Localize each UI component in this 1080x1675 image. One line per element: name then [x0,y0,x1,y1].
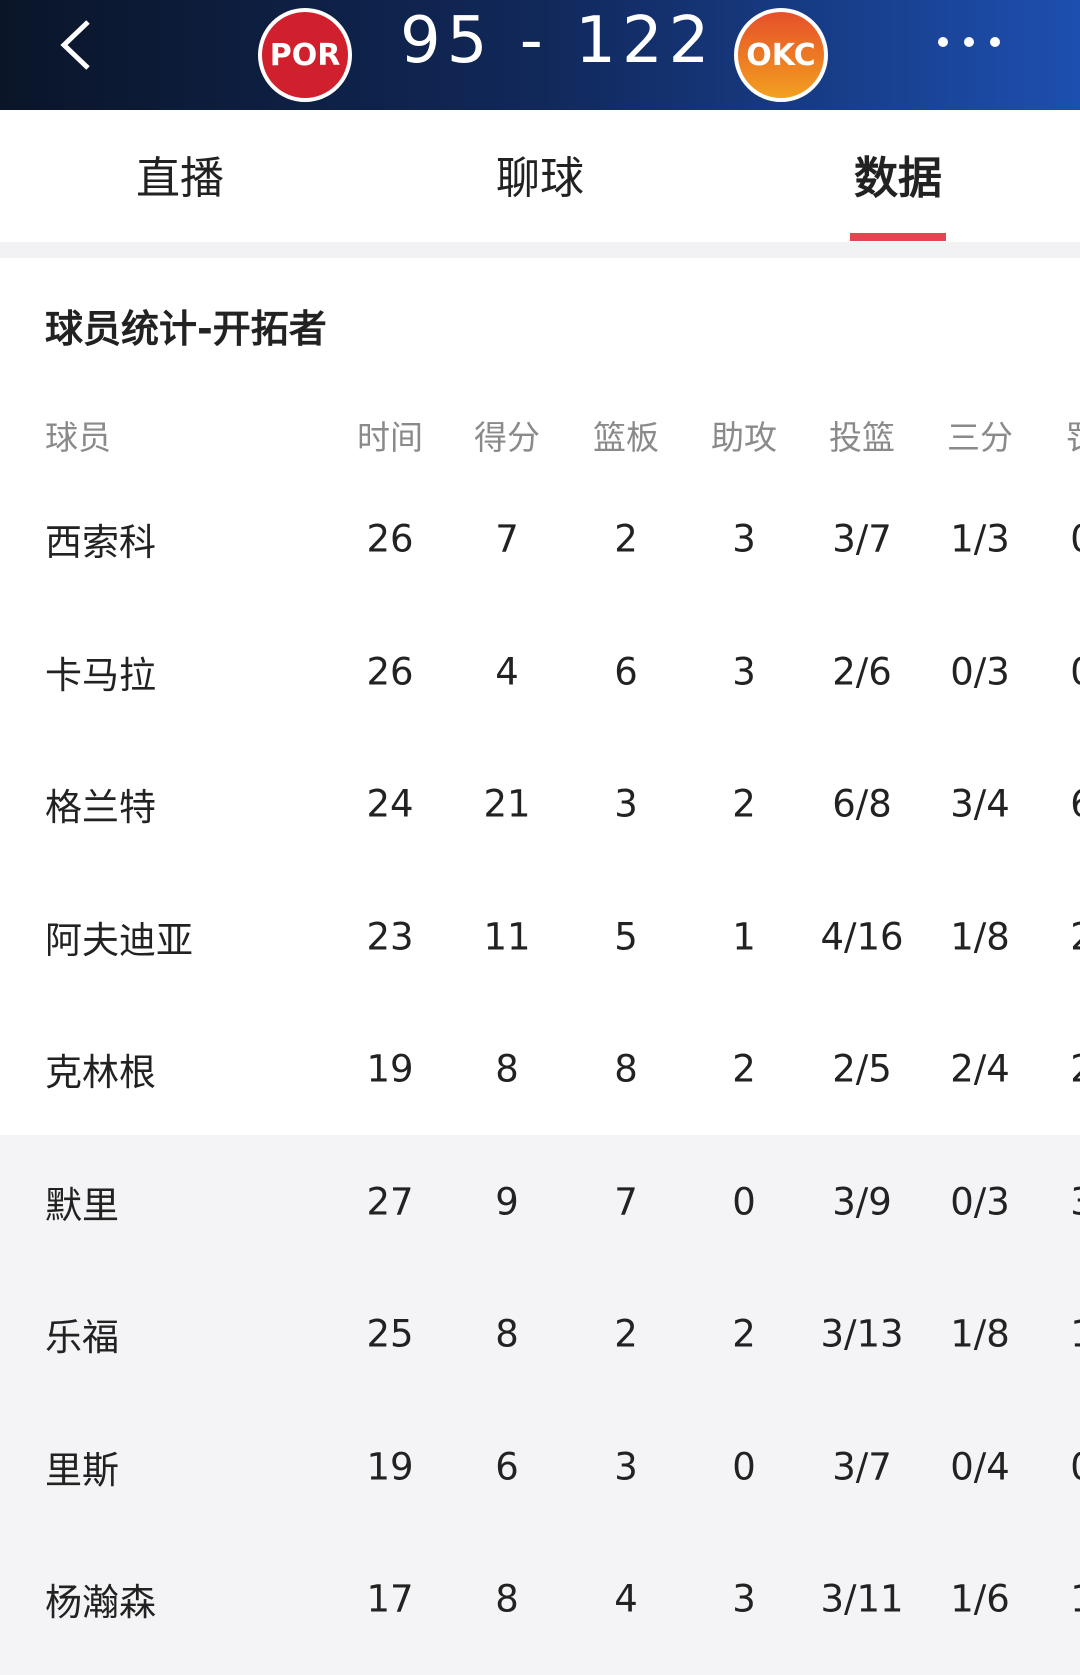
section-title: 球员统计-开拓者 [45,307,327,351]
stat-cell: 7 [495,517,519,561]
stat-cell: 3 [1070,1180,1080,1223]
stat-cell: 6 [614,650,638,693]
stat-cell: 4/16 [820,915,904,958]
stat-cell: 6 [1070,783,1080,826]
stat-cell: 3 [614,1445,638,1488]
tab[interactable]: 数据 [854,153,942,204]
stat-cell: 19 [366,1445,414,1488]
stat-cell: 0/4 [950,1445,1010,1488]
stat-cell: 0 [732,1180,756,1223]
stat-cell: 3 [732,1577,756,1621]
column-header: 篮板 [593,418,659,457]
stat-cell: 17 [366,1577,414,1621]
player-name[interactable]: 乐福 [45,1316,119,1359]
column-header: 得分 [474,418,540,457]
stat-cell: 23 [366,915,414,958]
stat-cell: 3 [732,517,756,561]
stat-cell: 1/8 [950,915,1010,958]
stat-cell: 8 [495,1047,519,1091]
stat-cell: 9 [495,1180,519,1223]
stat-cell: 11 [483,915,531,958]
stat-cell: 3/11 [820,1577,904,1621]
column-header: 球员 [45,418,111,457]
stat-cell: 0 [732,1445,756,1488]
stat-cell: 4 [495,650,519,693]
stat-cell: 3/7 [832,517,892,561]
score-header: POR 95 - 122 OKC [0,0,1080,110]
stat-cell: 2 [732,1047,756,1091]
stat-cell: 3/9 [832,1180,892,1223]
player-name[interactable]: 阿夫迪亚 [45,918,193,962]
stat-cell: 3 [732,650,756,693]
player-name[interactable]: 里斯 [45,1448,119,1492]
separator [0,242,1080,258]
stat-cell: 3 [614,782,638,826]
stat-cell: 0 [1070,650,1080,693]
stat-cell: 8 [495,1577,519,1621]
stat-cell: 2 [614,1312,638,1356]
stat-cell: 2 [732,1312,756,1356]
stat-cell: 2 [1070,915,1080,958]
column-header: 三分 [947,418,1013,457]
stat-cell: 3/4 [950,782,1010,826]
player-name[interactable]: 杨瀚森 [45,1581,156,1624]
stat-cell: 5 [614,915,638,958]
tab-bar [0,110,1080,242]
stat-cell: 0/3 [950,1180,1010,1223]
stat-cell: 7 [614,1180,638,1223]
player-name[interactable]: 格兰特 [45,786,156,829]
stat-cell: 24 [366,782,414,826]
stat-cell: 1/6 [950,1577,1010,1621]
stat-cell: 8 [614,1047,638,1091]
stat-cell: 1 [732,915,756,958]
stat-cell: 6 [495,1445,519,1488]
stat-cell: 26 [366,650,414,693]
stat-cell: 2 [1070,1048,1080,1091]
tab[interactable]: 直播 [136,153,224,204]
player-name[interactable]: 克林根 [45,1051,156,1094]
stat-cell: 2 [614,517,638,561]
bench-background [0,1135,1080,1675]
stat-cell: 19 [366,1047,414,1091]
stat-cell: 3/13 [820,1312,904,1356]
column-header: 投篮 [829,418,895,457]
tab[interactable]: 聊球 [496,153,584,204]
stat-cell: 1/3 [950,517,1010,561]
tab-indicator [850,233,946,241]
stat-cell: 2/5 [832,1047,892,1091]
stat-cell: 1/8 [950,1312,1010,1356]
stat-cell: 2/6 [832,650,892,693]
stat-cell: 1 [1070,1313,1080,1356]
team-logo: OKC [734,8,828,102]
stat-cell: 2 [732,782,756,826]
stat-cell: 4 [614,1577,638,1621]
back-button[interactable] [56,18,96,72]
more-button[interactable] [935,34,1005,50]
player-name[interactable]: 西索科 [45,521,156,564]
player-name[interactable]: 默里 [45,1183,119,1227]
column-header: 助攻 [711,418,777,457]
stat-cell: 3/7 [832,1445,892,1488]
stat-cell: 6/8 [832,782,892,826]
stat-cell: 25 [366,1312,414,1356]
column-header: 罚 [1066,411,1080,459]
stat-cell: 26 [366,517,414,561]
player-name[interactable]: 卡马拉 [45,653,156,697]
score: 95 - 122 [400,4,716,78]
stat-cell: 21 [483,782,531,826]
stat-cell: 8 [495,1312,519,1356]
stat-cell: 2/4 [950,1047,1010,1091]
column-header: 时间 [357,418,423,457]
stat-cell: 0 [1070,518,1080,561]
team-logo: POR [258,8,352,102]
stat-cell: 0 [1070,1445,1080,1488]
stat-cell: 1 [1070,1578,1080,1621]
stat-cell: 27 [366,1180,414,1223]
stat-cell: 0/3 [950,650,1010,693]
